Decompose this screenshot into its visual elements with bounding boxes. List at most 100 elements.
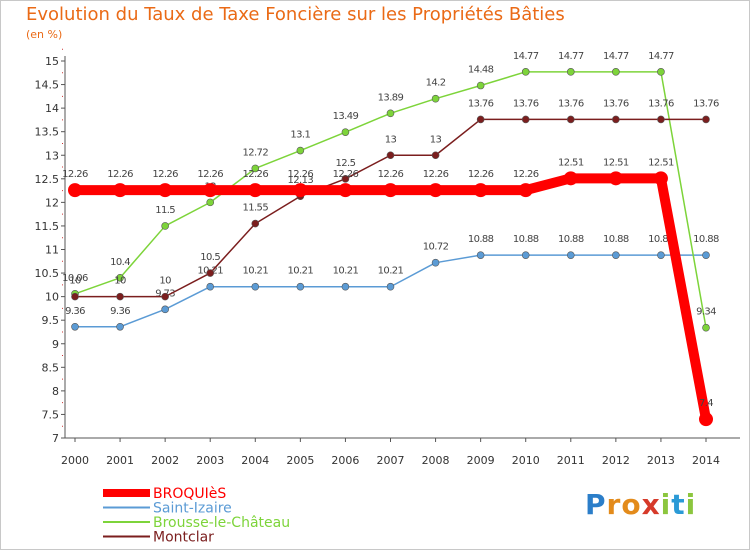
- data-label: 14.48: [468, 65, 494, 76]
- x-tick-label: 2011: [557, 454, 585, 467]
- data-point: [431, 258, 440, 267]
- y-tick-label: 15: [45, 55, 59, 68]
- data-point: [608, 171, 623, 186]
- data-label: 10.88: [603, 234, 629, 245]
- data-point: [657, 68, 665, 76]
- data-point: [521, 115, 530, 124]
- data-point: [657, 115, 665, 124]
- x-tick-label: 2014: [692, 454, 720, 467]
- data-point: [521, 68, 530, 76]
- data-point: [702, 115, 710, 124]
- data-label: 12.26: [152, 169, 178, 180]
- x-tick-label: 2004: [241, 454, 269, 467]
- data-point: [341, 282, 350, 291]
- x-tick-label: 2009: [467, 454, 495, 467]
- data-point: [206, 269, 215, 277]
- x-tick-label: 2005: [286, 454, 314, 467]
- data-point: [612, 115, 620, 124]
- data-point: [161, 305, 169, 314]
- logo-letter: i: [660, 488, 672, 521]
- y-tick-label: 10.5: [35, 267, 60, 280]
- data-label: 10.06: [62, 273, 88, 284]
- data-point: [293, 183, 308, 198]
- data-label: 9.36: [65, 306, 85, 317]
- data-point: [203, 183, 218, 198]
- data-label: 14.77: [513, 51, 539, 62]
- data-label: 10.21: [288, 266, 314, 277]
- legend-label: BROQUIèS: [153, 486, 226, 502]
- y-tick-label: 8.5: [42, 361, 60, 374]
- data-point: [431, 151, 440, 160]
- data-point: [116, 273, 124, 282]
- series-2: 10.0610.411.51212.7213.113.4913.8914.214…: [62, 51, 717, 332]
- data-point: [158, 183, 173, 198]
- data-label: 12.26: [333, 169, 359, 180]
- data-label: 10: [159, 276, 171, 287]
- legend-item: Saint-Izaire: [103, 501, 232, 517]
- data-point: [566, 68, 575, 76]
- data-label: 12.26: [107, 169, 133, 180]
- data-point: [431, 94, 440, 103]
- x-tick-label: 2010: [512, 454, 540, 467]
- data-label: 10.72: [423, 242, 449, 253]
- logo-letter: o: [621, 488, 642, 521]
- data-point: [612, 68, 620, 76]
- data-label: 10.4: [110, 257, 130, 268]
- data-label: 12.5: [335, 158, 355, 169]
- y-tick-label: 12: [45, 196, 59, 209]
- data-point: [566, 115, 575, 124]
- x-tick-label: 2000: [61, 454, 89, 467]
- data-label: 13.76: [468, 98, 494, 109]
- data-label: 10.21: [378, 266, 404, 277]
- data-label: 14.77: [648, 51, 674, 62]
- y-tick-label: 9: [52, 338, 59, 351]
- legend-item: Montclar: [103, 530, 214, 546]
- data-label: 10.5: [200, 252, 220, 263]
- data-point: [386, 151, 395, 160]
- data-point: [68, 183, 82, 198]
- logo-letter: t: [671, 488, 686, 521]
- data-label: 9.36: [110, 306, 130, 317]
- data-label: 12.26: [197, 169, 223, 180]
- y-tick-label: 7.5: [42, 408, 60, 421]
- y-tick-label: 13.5: [35, 126, 60, 139]
- data-point: [563, 171, 578, 186]
- series-1: 9.369.369.7310.2110.2110.2110.2110.2110.…: [65, 234, 720, 331]
- data-label: 11.5: [155, 205, 175, 216]
- x-tick-label: 2008: [422, 454, 450, 467]
- y-axis-unit: (en %): [26, 28, 63, 41]
- y-tick-label: 8: [52, 385, 59, 398]
- data-label: 10.88: [693, 234, 719, 245]
- data-point: [386, 109, 395, 118]
- data-label: 13: [430, 134, 442, 145]
- data-point: [566, 251, 575, 259]
- data-label: 13.76: [603, 98, 629, 109]
- data-point: [702, 323, 710, 332]
- y-tick-label: 11.5: [35, 220, 60, 233]
- data-label: 10.21: [242, 266, 268, 277]
- data-label: 14.77: [558, 51, 584, 62]
- data-point: [521, 251, 530, 259]
- data-point: [476, 115, 485, 124]
- data-point: [161, 222, 169, 230]
- data-label: 12.13: [288, 175, 314, 186]
- data-label: 14.77: [603, 51, 629, 62]
- data-label: 11.55: [242, 203, 268, 214]
- legend-item: BROQUIèS: [103, 486, 226, 502]
- data-point: [296, 146, 305, 155]
- y-tick-label: 9.5: [42, 314, 60, 327]
- data-label: 12.72: [242, 147, 268, 158]
- x-tick-label: 2012: [602, 454, 630, 467]
- data-label: 12.51: [603, 157, 629, 168]
- data-point: [116, 322, 124, 331]
- data-label: 7.4: [699, 398, 713, 409]
- proxiti-logo: Proxiti: [585, 488, 696, 521]
- data-point: [383, 183, 398, 198]
- data-point: [338, 183, 353, 198]
- data-point: [248, 183, 263, 198]
- x-tick-label: 2001: [106, 454, 134, 467]
- data-point: [341, 128, 350, 136]
- data-label: 12.26: [378, 169, 404, 180]
